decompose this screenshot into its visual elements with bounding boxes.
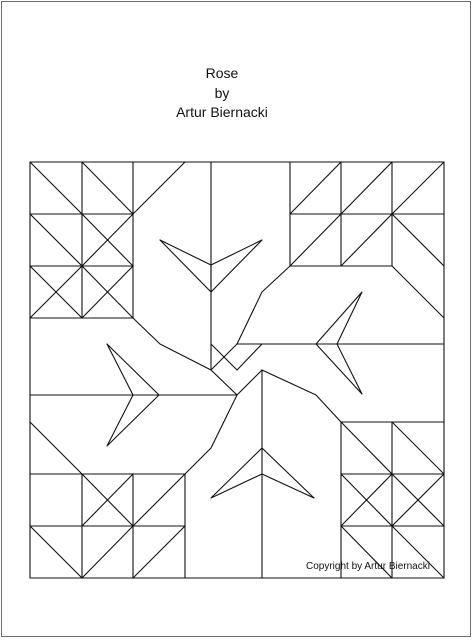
title-line-by: by bbox=[214, 85, 230, 101]
top-left-grid-block bbox=[29, 161, 186, 319]
title-line-name: Rose bbox=[205, 65, 239, 81]
copyright-notice: Copyright by Artur Biernacki bbox=[306, 561, 430, 572]
arrow-shape-left bbox=[106, 343, 160, 447]
top-right-grid-block bbox=[289, 161, 445, 319]
central-crease-lines bbox=[29, 161, 445, 579]
arrow-shape-bottom bbox=[210, 447, 315, 499]
bottom-left-grid-block bbox=[29, 421, 186, 579]
arrow-shape-top bbox=[159, 239, 263, 293]
title-line-author: Artur Biernacki bbox=[176, 104, 268, 120]
arrow-shape-right bbox=[315, 291, 363, 395]
crease-square-outline bbox=[29, 161, 445, 579]
bottom-right-grid-block bbox=[340, 421, 445, 579]
